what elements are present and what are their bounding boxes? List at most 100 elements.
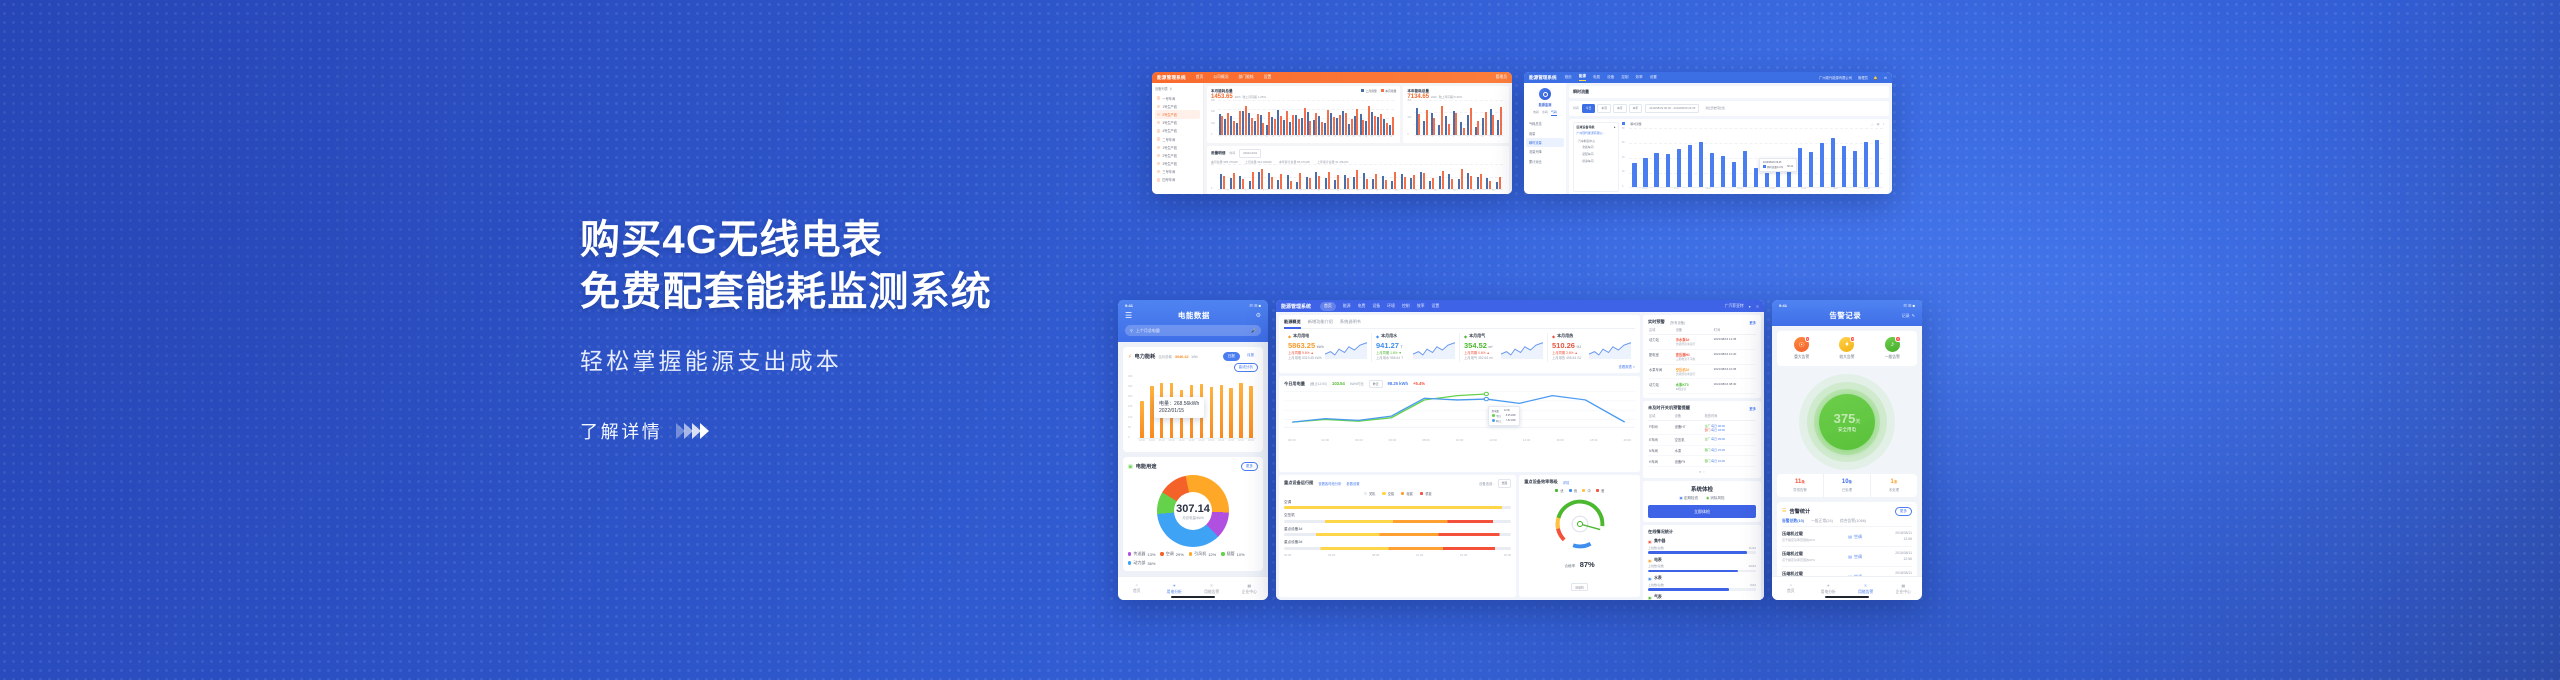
topleft-user[interactable]: 管理员: [1495, 75, 1507, 79]
topleft-tree-item-9[interactable]: 三号车间: [1155, 168, 1200, 176]
center-nav-3[interactable]: 设备: [1372, 303, 1381, 308]
topright-tree-item-3[interactable]: · 喷涂车间: [1580, 159, 1594, 164]
phone-right-tab-home[interactable]: ⌂ 首页: [1772, 577, 1810, 600]
topleft-nav-1[interactable]: 公司概况: [1213, 75, 1229, 79]
topleft-nav-3[interactable]: 设置: [1263, 75, 1272, 79]
topleft-tree-item-7[interactable]: 2号生产线: [1155, 151, 1200, 159]
screenshot-mobile-alert-records[interactable]: 9:41 ☶ ☰ ■ 告警记录 记录 ✎ ☉ 3 重大告警: [1772, 300, 1922, 600]
topright-tree-item-0[interactable]: · 汽车制造中心: [1576, 138, 1596, 143]
carousel-dots[interactable]: ● ○: [1699, 469, 1705, 475]
topright-nav-4[interactable]: 控制: [1621, 75, 1629, 79]
phone-left-more-button[interactable]: 更多: [1240, 462, 1258, 471]
screenshot-mobile-power-data[interactable]: 9:41 ☶ ☰ ■ ☰ 电能数据 ⚙ ⚲ 上个月总电量 🎤 ⚡ 电力能耗 当月…: [1118, 300, 1268, 600]
topright-menu-4[interactable]: 累计对比: [1529, 159, 1542, 164]
center-tab-overview[interactable]: 能源概览: [1284, 319, 1301, 329]
topleft-nav-0[interactable]: 首页: [1195, 75, 1204, 79]
chevron-down-icon[interactable]: ▾: [1748, 304, 1751, 309]
stat-abnormal[interactable]: 11条 异常告警: [1777, 474, 1823, 497]
topright-menu-0[interactable]: 气耗总览: [1529, 122, 1542, 127]
stat-pending[interactable]: 1条 未处理: [1871, 474, 1917, 497]
center-nav-6[interactable]: 效率: [1416, 303, 1425, 308]
topleft-sidebar[interactable]: 设备列表 ⚲ 一号车间 1号生产线 2号生产线 3号生产线 4号生产线 二号车间 1号生产线…: [1152, 83, 1204, 194]
center-equip-select[interactable]: 全选: [1497, 479, 1512, 488]
center-today-select[interactable]: 昨天: [1368, 379, 1383, 389]
center-alerts-more[interactable]: 更多: [1749, 320, 1756, 325]
phone-right-more[interactable]: 更多: [1894, 506, 1912, 516]
topright-compare-checkbox[interactable]: 对比历史同比值: [1705, 106, 1725, 111]
topleft-date-input[interactable]: 2021/12/01: [1239, 149, 1262, 158]
topright-nav-1[interactable]: 能源: [1578, 74, 1586, 82]
topleft-tree-item-1[interactable]: 1号生产线: [1155, 102, 1200, 110]
center-tabs[interactable]: 能源概览 新增功能介绍 系统说明书: [1284, 319, 1635, 329]
center-ontime-more[interactable]: 更多: [1749, 406, 1756, 411]
center-tab-manual[interactable]: 系统说明书: [1339, 319, 1361, 324]
phone-left-search[interactable]: ⚲ 上个月总电量 🎤: [1125, 325, 1261, 336]
center-tab-features[interactable]: 新增功能介绍: [1307, 319, 1333, 324]
bell-icon[interactable]: ☉: [1755, 304, 1759, 309]
table-icon[interactable]: ▦: [1876, 121, 1880, 126]
topright-device-tree[interactable]: 区域设备导航 ▸ 广州现代能源有限公... · 汽车制造中心 · 金属车间 · 装配…: [1573, 121, 1619, 192]
topright-tree-root[interactable]: 广州现代能源有限公...: [1576, 131, 1605, 136]
alert-card-moderate[interactable]: ♦ 5 较大告警: [1824, 336, 1869, 360]
screenshot-energy-overview-dashboard[interactable]: 能源管理系统 首页 能源 电费 设备 环境 控制 效率 设置 广汽菲亚特 ▾ ☉ 能源概览 新…: [1276, 300, 1764, 600]
phone-left-tab-monthly[interactable]: 月报: [1246, 353, 1254, 357]
phone-left-tab-enterprise[interactable]: ▦ 企业中心: [1231, 577, 1269, 600]
center-nav-7[interactable]: 设置: [1431, 303, 1440, 308]
topleft-nav-2[interactable]: 部门能耗: [1238, 75, 1254, 79]
topleft-tree-item-0[interactable]: 一号车间: [1155, 94, 1200, 102]
topright-menu-2[interactable]: 瞬时流量: [1526, 137, 1564, 148]
center-nav-1[interactable]: 能源: [1342, 303, 1351, 308]
phone-left-tab-alerts[interactable]: ☉ 用能告警: [1193, 577, 1231, 600]
search-icon[interactable]: ⚲: [1169, 86, 1173, 91]
screenshot-flow-monitoring-dashboard[interactable]: 能源管理系统 首页 能源 电费 设备 控制 效率 设置 广州现代能源有限公司 管理员 🔔 ⚙…: [1524, 72, 1892, 194]
learn-more-cta[interactable]: 了解详情: [580, 418, 710, 444]
center-nav-4[interactable]: 环境: [1387, 303, 1395, 308]
topright-menu-1[interactable]: 用量: [1529, 131, 1536, 136]
topright-nav-5[interactable]: 效率: [1635, 75, 1643, 79]
topright-tree-item-1[interactable]: · 金属车间: [1580, 145, 1594, 150]
topright-sidebar[interactable]: 能源监测 电耗 水耗 气耗 气耗总览 用量 瞬时流量 流量升降 累计对比: [1524, 83, 1566, 194]
hamburger-icon[interactable]: ☰: [1125, 311, 1133, 320]
topright-filter-bar[interactable]: 时间 今日 本周 本月 本年 2019/08/29 00:00 - 2019/08/2…: [1569, 101, 1889, 116]
phone-right-action[interactable]: 记录: [1901, 312, 1910, 318]
phone-left-tab-daily[interactable]: 日报: [1222, 352, 1240, 361]
phone-right-list-tabs[interactable]: 告警总数(10) 一般正常(24) 综合告警(1066): [1782, 519, 1912, 527]
phone-left-tab-home[interactable]: ⌂ 首页: [1118, 577, 1156, 600]
edit-icon[interactable]: ✎: [1911, 313, 1915, 318]
topleft-tree-item-5[interactable]: 二号车间: [1155, 135, 1200, 143]
topright-user[interactable]: 管理员: [1858, 76, 1868, 80]
topleft-tree-item-10[interactable]: 四号车间: [1155, 176, 1200, 184]
topleft-tree-item-6[interactable]: 1号生产线: [1155, 143, 1200, 151]
topright-nav-0[interactable]: 首页: [1564, 75, 1572, 79]
expand-icon[interactable]: ▸: [1613, 125, 1616, 130]
center-eff-select[interactable]: 压缩机: [1571, 582, 1588, 592]
microphone-icon[interactable]: 🎤: [1251, 328, 1256, 333]
center-checkup-button[interactable]: 立即体检: [1648, 505, 1756, 519]
topright-tab-2[interactable]: 气耗: [1551, 110, 1558, 116]
phone-right-tab-alerts[interactable]: ☉ 用能告警: [1847, 577, 1885, 600]
topright-pill-0[interactable]: 今日: [1581, 104, 1596, 113]
gear-icon[interactable]: ⚙: [1884, 75, 1887, 80]
topright-tree-item-2[interactable]: · 装配车间: [1580, 152, 1594, 157]
bell-icon[interactable]: 🔔: [1873, 75, 1879, 80]
center-nav-5[interactable]: 控制: [1401, 303, 1410, 308]
alert-card-major[interactable]: ☉ 3 重大告警: [1779, 336, 1824, 360]
center-nav-0[interactable]: 首页: [1320, 301, 1336, 311]
topright-nav-6[interactable]: 设置: [1649, 75, 1657, 79]
phone-left-tabbar[interactable]: ⌂ 首页 ☀ 用电分析 ☉ 用能告警 ▦ 企业中心: [1118, 576, 1268, 600]
topright-company[interactable]: 广州现代能源有限公司: [1819, 76, 1853, 80]
topleft-tree-item-2[interactable]: 2号生产线: [1155, 110, 1200, 119]
gear-icon[interactable]: ⚙: [1255, 313, 1261, 319]
center-equip-link-0[interactable]: 查看各时段分析: [1318, 481, 1342, 486]
topright-tab-0[interactable]: 电耗: [1532, 110, 1539, 114]
center-nav-2[interactable]: 电费: [1357, 303, 1366, 308]
topright-pill-2[interactable]: 本月: [1613, 104, 1627, 113]
alert-card-general[interactable]: ♪ 8 一般告警: [1870, 336, 1915, 360]
topright-menu-3[interactable]: 流量升降: [1529, 150, 1542, 155]
phone-right-tab-analysis[interactable]: ☀ 用电分析: [1810, 577, 1848, 600]
phone-right-tab-enterprise[interactable]: ▦ 企业中心: [1885, 577, 1923, 600]
topright-nav-3[interactable]: 设备: [1607, 75, 1615, 79]
screenshot-energy-consumption-dashboard[interactable]: 能源管理系统 首页 公司概况 部门能耗 设置 管理员 设备列表 ⚲ 一号车间 1号…: [1152, 72, 1512, 194]
